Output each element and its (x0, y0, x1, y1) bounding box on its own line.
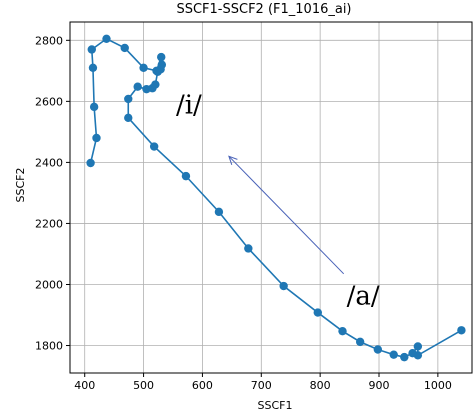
data-point (120, 43, 129, 53)
data-point (88, 63, 98, 72)
annotations: /i/ /a/ (176, 91, 380, 312)
x-tick-label: 500 (133, 379, 154, 392)
y-axis-label: SSCF2 (14, 168, 27, 203)
plot-frame (69, 21, 473, 374)
y-tick-label: 2800 (35, 34, 63, 47)
data-point (313, 308, 322, 317)
chart-title: SSCF1-SSCF2 (F1_1016_ai) (176, 2, 351, 17)
data-point (92, 133, 101, 143)
x-tick-label: 400 (74, 379, 95, 392)
grid (70, 22, 472, 373)
data-point (457, 326, 466, 335)
data-point (373, 345, 383, 354)
data-point (214, 207, 224, 217)
vowel-annotation: /a/ (347, 281, 380, 311)
data-point (152, 66, 161, 76)
data-point (87, 45, 96, 54)
y-tick-label: 2000 (35, 278, 63, 291)
x-axis: 400 500 600 700 800 900 1000 (74, 373, 452, 392)
data-point (400, 352, 409, 362)
data-point (157, 52, 166, 62)
x-axis-label: SSCF1 (258, 399, 293, 412)
y-tick-label: 1800 (35, 340, 63, 353)
data-point (157, 60, 167, 69)
data-point (133, 82, 142, 91)
data-point (389, 350, 398, 359)
vowel-annotation: /i/ (176, 91, 202, 121)
x-tick-label: 800 (310, 379, 331, 392)
series-line (89, 37, 462, 358)
data-point (102, 34, 111, 43)
data-point (149, 142, 159, 151)
x-tick-label: 700 (251, 379, 272, 392)
arrow-shaft (228, 155, 345, 275)
x-tick-label: 900 (369, 379, 390, 392)
y-tick-label: 2200 (35, 217, 63, 230)
data-point (89, 102, 99, 112)
data-point (139, 63, 148, 72)
data-point (244, 244, 253, 253)
arrow-head (228, 155, 238, 165)
data-point (355, 337, 365, 347)
data-point (86, 158, 95, 168)
data-point (151, 80, 160, 89)
data-point (124, 113, 133, 123)
data-point (181, 171, 191, 181)
data-point (338, 326, 347, 336)
series-1 (86, 34, 466, 362)
y-axis: 1800 2000 2200 2400 2600 2800 (35, 34, 70, 353)
x-tick-label: 1000 (424, 379, 452, 392)
data-point (408, 348, 417, 358)
y-tick-label: 2400 (35, 156, 63, 169)
direction-arrow (228, 155, 345, 275)
x-tick-label: 600 (192, 379, 213, 392)
data-point (124, 94, 133, 104)
data-point (413, 342, 423, 351)
data-point (279, 281, 288, 291)
y-tick-label: 2600 (35, 95, 63, 108)
